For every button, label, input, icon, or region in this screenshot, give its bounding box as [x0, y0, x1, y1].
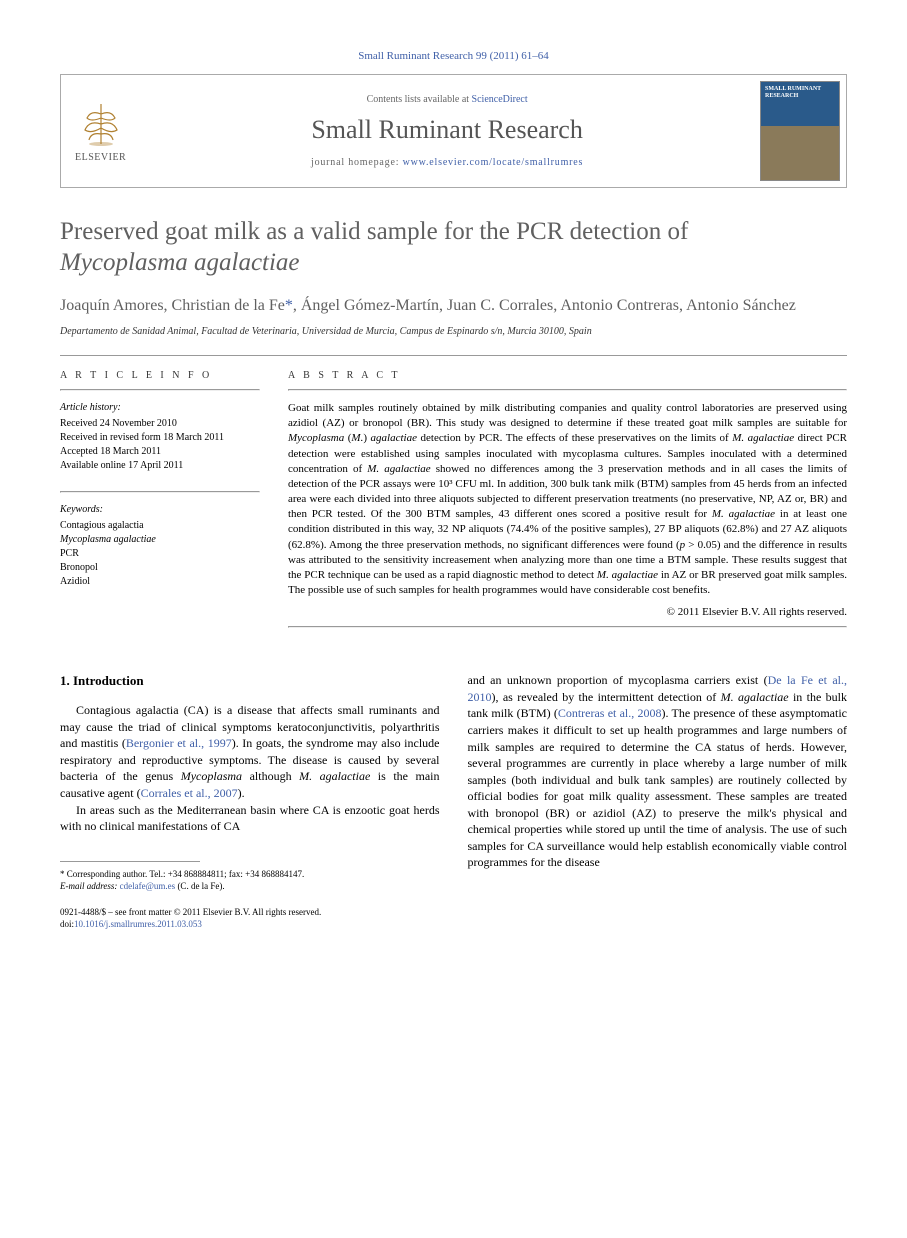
keyword-1: Contagious agalactia — [60, 519, 260, 533]
article-info-label: A R T I C L E I N F O — [60, 370, 260, 381]
issn-copyright-line: 0921-4488/$ – see front matter © 2011 El… — [60, 906, 440, 918]
homepage-prefix: journal homepage: — [311, 157, 403, 168]
affiliation: Departamento de Sanidad Animal, Facultad… — [60, 326, 847, 337]
contents-available-line: Contents lists available at ScienceDirec… — [367, 94, 528, 105]
corr-asterisk: * — [60, 869, 65, 879]
homepage-line: journal homepage: www.elsevier.com/locat… — [311, 157, 583, 168]
corresponding-mark: * — [285, 297, 293, 314]
keywords-heading: Keywords: — [60, 503, 260, 517]
article-title: Preserved goat milk as a valid sample fo… — [60, 216, 847, 279]
authors-rest: , Ángel Gómez-Martín, Juan C. Corrales, … — [293, 297, 796, 314]
intro-paragraph-1: Contagious agalactia (CA) is a disease t… — [60, 702, 440, 801]
revised-date: Received in revised form 18 March 2011 — [60, 431, 260, 445]
abstract-label: A B S T R A C T — [288, 370, 847, 381]
cover-label: SMALL RUMINANT RESEARCH — [765, 86, 839, 99]
corr-text: Corresponding author. Tel.: +34 86888481… — [67, 869, 305, 879]
email-label: E-mail address: — [60, 881, 117, 891]
journal-center: Contents lists available at ScienceDirec… — [140, 75, 754, 187]
authors-first: Joaquín Amores, Christian de la Fe — [60, 297, 285, 314]
authors-list: Joaquín Amores, Christian de la Fe*, Áng… — [60, 295, 847, 317]
abstract-text: Goat milk samples routinely obtained by … — [288, 401, 847, 598]
article-history-block: Article history: Received 24 November 20… — [60, 401, 260, 473]
body-column-right: and an unknown proportion of mycoplasma … — [468, 672, 848, 930]
doi-line: doi:10.1016/j.smallrumres.2011.03.053 — [60, 918, 440, 930]
keyword-5: Azidiol — [60, 575, 260, 589]
journal-cover-cell: SMALL RUMINANT RESEARCH — [754, 75, 846, 187]
intro-paragraph-3: and an unknown proportion of mycoplasma … — [468, 672, 848, 871]
history-heading: Article history: — [60, 401, 260, 415]
doi-link[interactable]: 10.1016/j.smallrumres.2011.03.053 — [74, 919, 202, 929]
abstract-column: A B S T R A C T Goat milk samples routin… — [288, 356, 847, 638]
received-date: Received 24 November 2010 — [60, 417, 260, 431]
corr-email[interactable]: cdelafe@um.es — [120, 881, 176, 891]
accepted-date: Accepted 18 March 2011 — [60, 445, 260, 459]
doi-prefix: doi: — [60, 919, 74, 929]
keyword-2: Mycoplasma agalactiae — [60, 533, 260, 547]
online-date: Available online 17 April 2011 — [60, 459, 260, 473]
info-abstract-row: A R T I C L E I N F O Article history: R… — [60, 356, 847, 638]
contents-prefix: Contents lists available at — [367, 94, 472, 105]
keyword-4: Bronopol — [60, 561, 260, 575]
publisher-logo-cell: ELSEVIER — [61, 75, 140, 187]
article-info-column: A R T I C L E I N F O Article history: R… — [60, 356, 260, 638]
journal-name: Small Ruminant Research — [311, 115, 583, 145]
journal-homepage-link[interactable]: www.elsevier.com/locate/smallrumres — [403, 157, 584, 168]
corresponding-footnote: * Corresponding author. Tel.: +34 868884… — [60, 868, 440, 892]
elsevier-tree-icon — [77, 100, 125, 148]
keyword-3: PCR — [60, 547, 260, 561]
info-rule — [60, 389, 260, 391]
journal-reference: Small Ruminant Research 99 (2011) 61–64 — [60, 50, 847, 62]
body-columns: 1. Introduction Contagious agalactia (CA… — [60, 672, 847, 930]
info-rule-2 — [60, 491, 260, 493]
title-line1: Preserved goat milk as a valid sample fo… — [60, 218, 688, 245]
keywords-block: Keywords: Contagious agalactia Mycoplasm… — [60, 503, 260, 589]
abstract-rule-bottom — [288, 626, 847, 628]
journal-header-box: ELSEVIER Contents lists available at Sci… — [60, 74, 847, 188]
publisher-name: ELSEVIER — [75, 152, 126, 163]
sciencedirect-link[interactable]: ScienceDirect — [472, 94, 528, 105]
section-1-heading: 1. Introduction — [60, 672, 440, 690]
intro-paragraph-2: In areas such as the Mediterranean basin… — [60, 802, 440, 835]
title-species: Mycoplasma agalactiae — [60, 249, 300, 276]
body-column-left: 1. Introduction Contagious agalactia (CA… — [60, 672, 440, 930]
abstract-rule — [288, 389, 847, 391]
journal-cover-thumbnail: SMALL RUMINANT RESEARCH — [760, 81, 840, 181]
abstract-copyright: © 2011 Elsevier B.V. All rights reserved… — [288, 606, 847, 618]
footer-block: 0921-4488/$ – see front matter © 2011 El… — [60, 906, 440, 930]
email-suffix: (C. de la Fe). — [175, 881, 225, 891]
footnote-rule — [60, 861, 200, 862]
